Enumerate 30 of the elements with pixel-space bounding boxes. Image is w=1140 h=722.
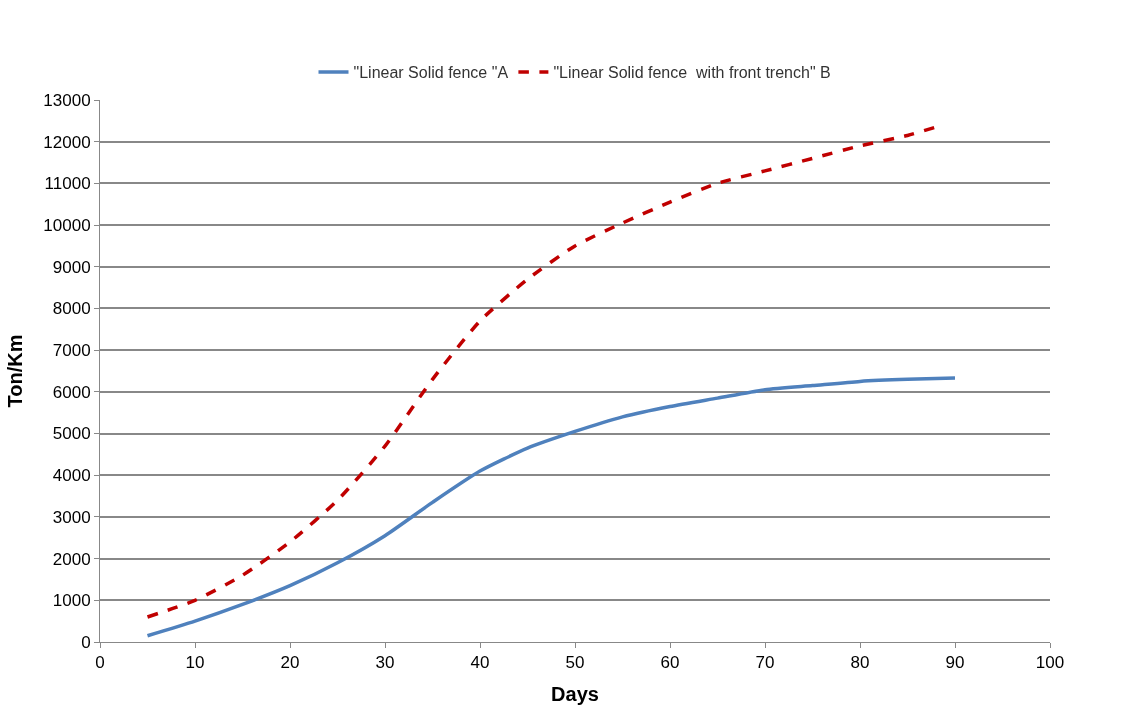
- x-tick-label: 80: [850, 653, 870, 673]
- x-tick-label: 60: [660, 653, 680, 673]
- y-tick-label: 1000: [52, 591, 91, 611]
- legend-label: "Linear Solid fence with front trench" B: [553, 64, 831, 82]
- x-tick-label: 30: [375, 653, 395, 673]
- y-tick-label: 10000: [43, 216, 91, 236]
- y-tick-label: 8000: [52, 299, 91, 319]
- y-tick-label: 0: [81, 632, 91, 652]
- y-tick-label: 11000: [44, 174, 91, 194]
- x-tick-label: 90: [945, 653, 965, 673]
- y-tick-label: 4000: [52, 466, 91, 486]
- y-tick-label: 9000: [52, 257, 91, 277]
- x-tick-label: 100: [1035, 653, 1065, 673]
- line-series: [145, 376, 957, 638]
- x-tick-label: 70: [755, 653, 775, 673]
- y-axis-title: Ton/Km: [3, 334, 26, 408]
- x-tick-label: 40: [470, 653, 490, 673]
- y-tick-label: 12000: [43, 132, 91, 152]
- y-tick-label: 2000: [52, 549, 91, 569]
- y-tick-label: 13000: [43, 90, 91, 110]
- x-tick-label: 0: [95, 653, 105, 673]
- x-tick-label: 20: [280, 653, 300, 673]
- y-tick-label: 6000: [52, 382, 91, 402]
- y-tick-label: 7000: [52, 341, 91, 361]
- y-tick-label: 3000: [52, 507, 91, 527]
- y-tick-label: 5000: [52, 424, 91, 444]
- x-tick-label: 50: [565, 653, 585, 673]
- legend-label: "Linear Solid fence "A: [353, 64, 509, 82]
- x-axis-title: Days: [551, 682, 599, 705]
- x-tick-label: 10: [185, 653, 205, 673]
